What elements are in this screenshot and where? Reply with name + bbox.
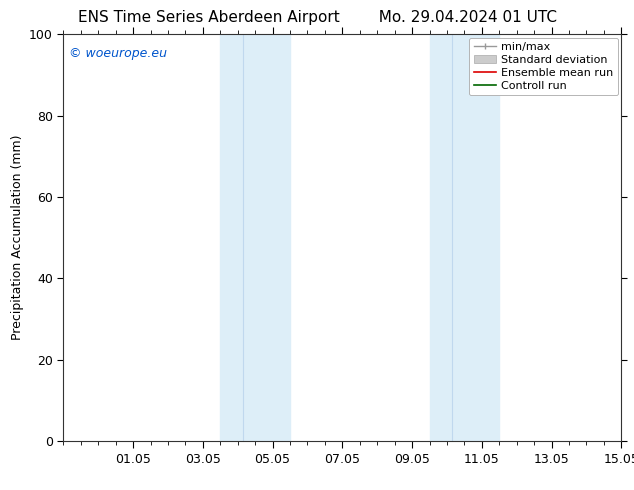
Text: ENS Time Series Aberdeen Airport        Mo. 29.04.2024 01 UTC: ENS Time Series Aberdeen Airport Mo. 29.… (77, 10, 557, 25)
Bar (452, 34, 500, 441)
Bar (243, 34, 290, 441)
Legend: min/max, Standard deviation, Ensemble mean run, Controll run: min/max, Standard deviation, Ensemble me… (469, 38, 618, 95)
Y-axis label: Precipitation Accumulation (mm): Precipitation Accumulation (mm) (11, 135, 23, 341)
Bar (429, 34, 452, 441)
Bar (221, 34, 243, 441)
Text: © woeurope.eu: © woeurope.eu (69, 47, 167, 59)
